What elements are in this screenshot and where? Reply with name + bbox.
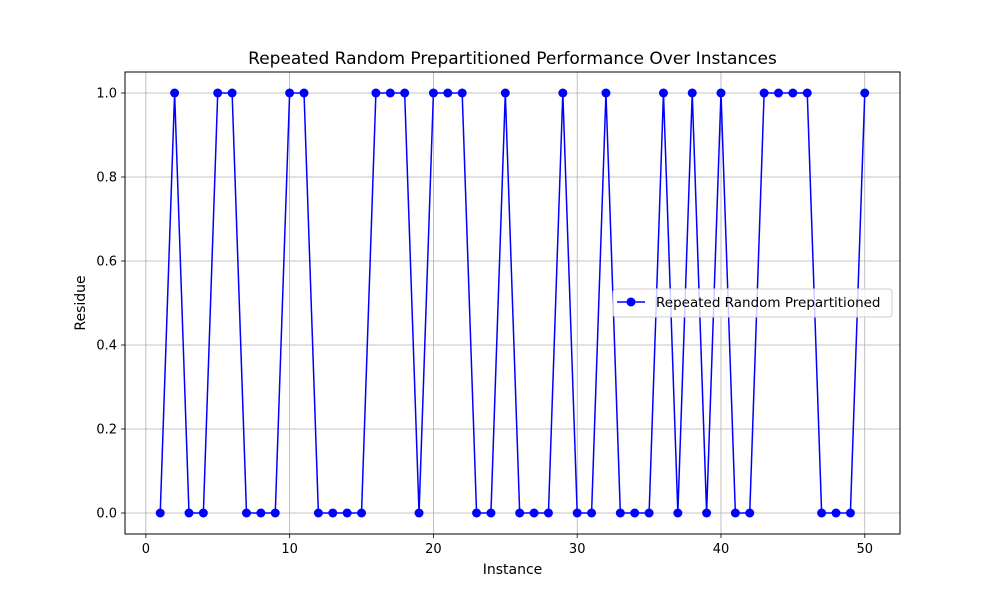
data-point — [486, 508, 496, 518]
ticks: 0 10 20 30 40 50 0.0 0.2 0.4 0.6 0.8 1.0 — [96, 87, 873, 558]
legend-box — [612, 288, 893, 318]
data-point — [241, 508, 251, 518]
data-point — [285, 88, 295, 98]
data-point — [313, 508, 323, 518]
data-point — [472, 508, 482, 518]
series-layer — [155, 88, 870, 518]
data-point — [788, 88, 798, 98]
data-point — [802, 88, 812, 98]
data-point — [529, 508, 539, 518]
data-point — [860, 88, 870, 98]
x-tick-label: 50 — [856, 542, 873, 557]
x-tick-label: 40 — [713, 542, 730, 557]
data-point — [500, 88, 510, 98]
x-tick-label: 30 — [569, 542, 586, 557]
x-tick-label: 10 — [281, 542, 298, 557]
data-point — [213, 88, 223, 98]
data-point — [457, 88, 467, 98]
data-point — [328, 508, 338, 518]
legend-label: Repeated Random Prepartitioned — [656, 295, 881, 311]
x-tick-label: 20 — [425, 542, 442, 557]
data-point — [572, 508, 582, 518]
data-point — [658, 88, 668, 98]
data-point — [745, 508, 755, 518]
data-point — [587, 508, 597, 518]
y-tick-label: 0.8 — [96, 171, 117, 186]
data-point — [702, 508, 712, 518]
data-point — [170, 88, 180, 98]
data-point — [601, 88, 611, 98]
data-point — [817, 508, 827, 518]
y-tick-label: 0.0 — [96, 507, 117, 522]
legend: Repeated Random Prepartitioned — [612, 288, 893, 318]
data-point — [716, 88, 726, 98]
data-point — [256, 508, 266, 518]
data-point — [400, 88, 410, 98]
data-point — [414, 508, 424, 518]
grid — [125, 72, 900, 534]
data-point — [774, 88, 784, 98]
data-point — [515, 508, 525, 518]
data-point — [342, 508, 352, 518]
data-point — [759, 88, 769, 98]
data-point — [730, 508, 740, 518]
data-point — [687, 88, 697, 98]
y-tick-label: 1.0 — [96, 87, 117, 102]
y-tick-label: 0.6 — [96, 255, 117, 270]
data-point — [385, 88, 395, 98]
data-point — [673, 508, 683, 518]
data-point — [198, 508, 208, 518]
data-point — [615, 508, 625, 518]
data-point — [443, 88, 453, 98]
data-point — [299, 88, 309, 98]
chart-title: Repeated Random Prepartitioned Performan… — [248, 49, 777, 69]
x-tick-label: 0 — [142, 542, 150, 557]
y-axis-label: Residue — [73, 275, 89, 330]
y-tick-label: 0.2 — [96, 423, 117, 438]
data-point — [270, 508, 280, 518]
data-point — [644, 508, 654, 518]
data-point — [831, 508, 841, 518]
y-tick-label: 0.4 — [96, 339, 117, 354]
data-point — [357, 508, 367, 518]
data-point — [558, 88, 568, 98]
data-point — [845, 508, 855, 518]
legend-marker-sample — [626, 297, 636, 307]
data-point — [155, 508, 165, 518]
data-point — [184, 508, 194, 518]
data-point — [227, 88, 237, 98]
data-point — [543, 508, 553, 518]
data-point — [428, 88, 438, 98]
data-point — [371, 88, 381, 98]
x-axis-label: Instance — [483, 562, 543, 578]
data-point — [630, 508, 640, 518]
plot-frame — [124, 71, 901, 535]
